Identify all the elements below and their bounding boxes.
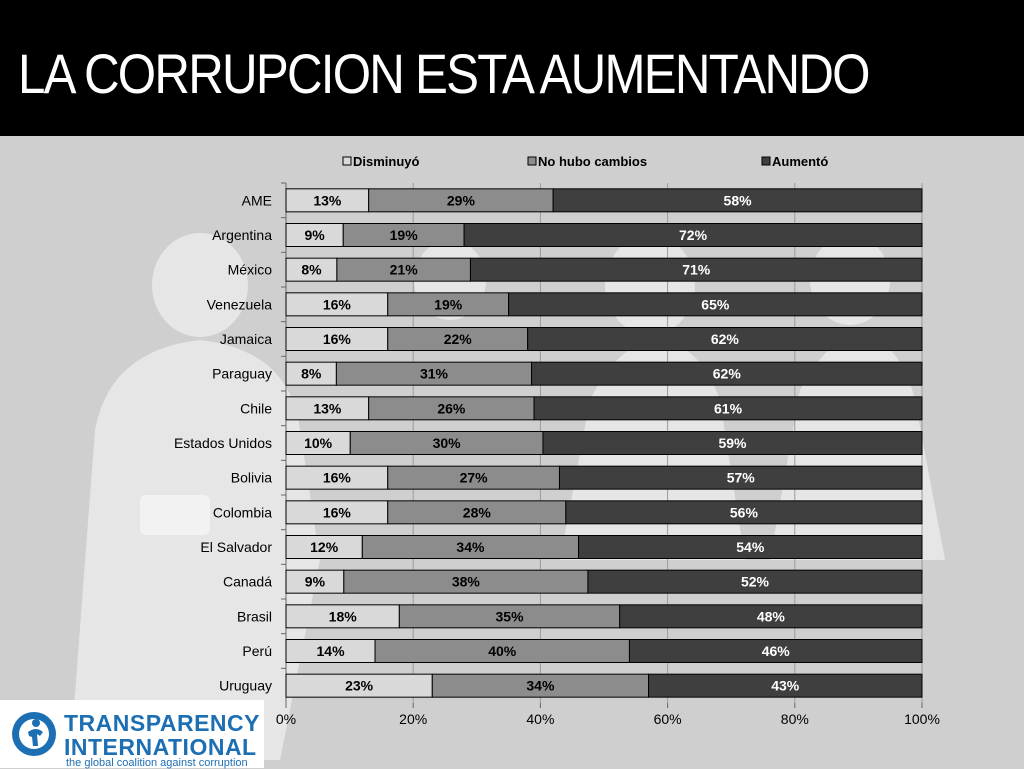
- data-label: 18%: [329, 608, 358, 624]
- bar-segment: [469, 257, 923, 282]
- bar-segment: [463, 223, 923, 247]
- x-tick-label: 100%: [904, 711, 940, 727]
- data-label: 12%: [310, 539, 339, 555]
- data-label: 16%: [323, 331, 352, 347]
- bar-segment: [628, 639, 923, 663]
- data-label: 16%: [323, 296, 352, 312]
- bar-segment: [552, 188, 923, 213]
- x-axis-ticks: 0% 20% 40% 60% 80% 100%: [276, 711, 940, 727]
- stacked-bar-chart: Disminuyó No hubo cambios Aumentó 13% 29% 58…: [174, 154, 940, 727]
- chart-bars: 13% 29% 58% 9% 19% 72% 8% 21% 71% 16% 19% 65% 16% 22%…: [285, 188, 923, 698]
- data-label: 61%: [714, 400, 743, 416]
- logo-tagline: the global coalition against corruption: [66, 757, 248, 769]
- x-tick-label: 0%: [276, 711, 296, 727]
- category-label: Canadá: [223, 574, 272, 590]
- data-label: 34%: [526, 678, 555, 694]
- data-label: 27%: [460, 470, 489, 486]
- data-label: 26%: [437, 400, 466, 416]
- data-label: 14%: [317, 643, 346, 659]
- data-label: 28%: [463, 504, 492, 520]
- data-label: 22%: [444, 331, 473, 347]
- data-label: 29%: [447, 192, 476, 208]
- category-label: Venezuela: [207, 296, 273, 312]
- x-tick-label: 20%: [399, 711, 427, 727]
- data-label: 9%: [305, 227, 326, 243]
- data-label: 65%: [701, 296, 730, 312]
- category-label: Brasil: [237, 608, 272, 624]
- category-label: Chile: [240, 400, 272, 416]
- data-label: 40%: [488, 643, 517, 659]
- bar-segment: [558, 465, 923, 490]
- legend-swatch: [342, 156, 352, 166]
- data-label: 16%: [323, 504, 352, 520]
- legend-swatch: [761, 156, 771, 166]
- data-label: 58%: [724, 192, 753, 208]
- data-label: 19%: [390, 227, 419, 243]
- bar-segment: [619, 604, 923, 629]
- category-label: Colombia: [213, 504, 272, 520]
- data-label: 57%: [727, 470, 756, 486]
- data-label: 31%: [420, 366, 449, 382]
- legend-label: Aumentó: [772, 154, 828, 169]
- chart-legend: Disminuyó No hubo cambios Aumentó: [342, 154, 828, 169]
- data-label: 38%: [452, 574, 481, 590]
- bar-segment: [587, 569, 923, 594]
- data-label: 34%: [456, 539, 485, 555]
- bar-segment: [565, 500, 923, 525]
- bar-segment: [533, 396, 923, 421]
- data-label: 59%: [718, 435, 747, 451]
- data-label: 48%: [757, 608, 786, 624]
- bar-segment: [527, 327, 923, 351]
- data-label: 13%: [313, 400, 342, 416]
- category-label: Argentina: [212, 227, 272, 243]
- bar-segment: [508, 292, 923, 317]
- legend-label: No hubo cambios: [538, 154, 647, 169]
- category-label: Estados Unidos: [174, 435, 272, 451]
- data-label: 62%: [713, 366, 742, 382]
- transparency-international-logo: TRANSPARENCY INTERNATIONAL the global co…: [0, 700, 264, 769]
- data-label: 21%: [390, 262, 419, 278]
- data-label: 9%: [305, 574, 326, 590]
- data-label: 19%: [434, 296, 463, 312]
- x-tick-label: 60%: [654, 711, 682, 727]
- data-label: 54%: [736, 539, 765, 555]
- legend-label: Disminuyó: [353, 154, 420, 169]
- data-label: 23%: [345, 678, 374, 694]
- category-labels: AME Argentina México Venezuela Jamaica Paragu…: [174, 192, 272, 693]
- page-title: LA CORRUPCION ESTA AUMENTANDO: [18, 42, 871, 105]
- data-label: 8%: [301, 366, 322, 382]
- category-label: Bolivia: [231, 470, 272, 486]
- category-label: AME: [242, 192, 272, 208]
- data-label: 56%: [730, 504, 759, 520]
- category-label: Perú: [242, 643, 272, 659]
- data-label: 46%: [762, 643, 791, 659]
- bar-segment: [542, 431, 923, 455]
- title-bar: LA CORRUPCION ESTA AUMENTANDO: [0, 0, 1024, 136]
- data-label: 43%: [771, 678, 800, 694]
- data-label: 16%: [323, 470, 352, 486]
- data-label: 30%: [433, 435, 462, 451]
- category-label: Paraguay: [212, 366, 272, 382]
- category-label: Uruguay: [219, 678, 272, 694]
- data-label: 35%: [496, 608, 525, 624]
- data-label: 8%: [301, 262, 322, 278]
- category-label: Jamaica: [220, 331, 272, 347]
- category-label: México: [228, 262, 273, 278]
- logo-text-line1: TRANSPARENCY: [64, 710, 260, 736]
- data-label: 71%: [682, 262, 711, 278]
- logo-text-line2: INTERNATIONAL: [64, 734, 257, 760]
- bar-segment: [531, 361, 923, 386]
- globe-person-icon: [12, 712, 56, 756]
- x-tick-label: 80%: [781, 711, 809, 727]
- data-label: 62%: [711, 331, 740, 347]
- data-label: 52%: [741, 574, 770, 590]
- x-tick-label: 40%: [526, 711, 554, 727]
- data-label: 13%: [313, 192, 342, 208]
- bar-segment: [648, 673, 923, 698]
- legend-swatch: [527, 156, 537, 166]
- bar-segment: [578, 535, 923, 559]
- data-label: 72%: [679, 227, 708, 243]
- category-label: El Salvador: [200, 539, 272, 555]
- data-label: 10%: [304, 435, 333, 451]
